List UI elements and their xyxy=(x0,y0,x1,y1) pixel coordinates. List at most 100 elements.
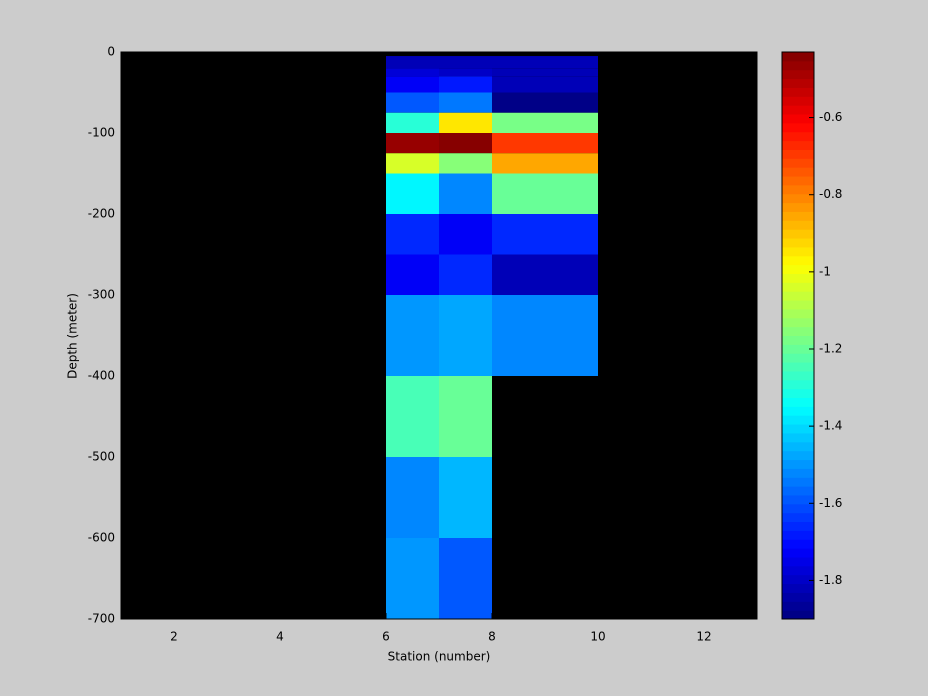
x-tick-label: 4 xyxy=(276,630,284,644)
colorbar-swatch xyxy=(782,87,814,97)
colorbar-swatch xyxy=(782,486,814,496)
colorbar-swatch xyxy=(782,158,814,168)
colorbar-swatch xyxy=(782,291,814,301)
colorbar-swatch xyxy=(782,273,814,283)
y-axis-label: Depth (meter) xyxy=(66,293,80,379)
heatmap-cell xyxy=(439,76,492,93)
heatmap-cell xyxy=(386,376,439,457)
y-tick-label: -700 xyxy=(88,612,115,626)
heatmap-cell xyxy=(439,133,492,154)
colorbar-swatch xyxy=(782,202,814,212)
x-axis-label: Station (number) xyxy=(388,650,491,664)
heatmap-cell xyxy=(492,92,598,113)
heatmap-cell xyxy=(492,214,598,255)
colorbar-swatch xyxy=(782,69,814,80)
colorbar-swatch xyxy=(782,60,814,71)
colorbar-swatch xyxy=(782,229,814,239)
heatmap-cell xyxy=(439,457,492,538)
colorbar-swatch xyxy=(782,317,814,328)
colorbar-swatch xyxy=(782,255,814,266)
colorbar-swatch xyxy=(782,176,814,186)
heatmap-cell xyxy=(386,295,439,376)
heatmap-cell xyxy=(386,56,439,69)
colorbar-swatch xyxy=(782,131,814,142)
heatmap-cell xyxy=(386,173,439,214)
colorbar-swatch xyxy=(782,335,814,345)
colorbar-swatch xyxy=(782,114,814,124)
heatmap-cell xyxy=(439,68,492,77)
heatmap-cell xyxy=(439,295,492,376)
heatmap-cell xyxy=(439,153,492,174)
colorbar-swatch xyxy=(782,548,814,558)
heatmap-cell xyxy=(439,92,492,113)
heatmap-cell xyxy=(492,112,598,133)
colorbar-swatch xyxy=(782,149,814,159)
heatmap-cell xyxy=(386,133,439,154)
colorbar-swatch xyxy=(782,468,814,478)
colorbar-swatch xyxy=(782,503,814,514)
colorbar-swatch xyxy=(782,574,814,585)
colorbar-swatch xyxy=(782,105,814,115)
colorbar-frame xyxy=(781,51,815,620)
y-tick-label: -300 xyxy=(88,288,115,302)
heatmap-cell xyxy=(386,68,439,77)
y-tick-label: -200 xyxy=(88,207,115,221)
colorbar-swatch xyxy=(782,362,814,372)
colorbar-swatch xyxy=(782,326,814,336)
y-tick-label: -100 xyxy=(88,126,115,140)
colorbar-tick-label: -0.8 xyxy=(819,187,842,201)
heatmap-cell xyxy=(386,76,439,93)
colorbar-swatch xyxy=(782,583,814,593)
heatmap-cell xyxy=(386,254,439,295)
colorbar-swatch xyxy=(782,415,814,425)
heatmap-cell xyxy=(439,376,492,457)
colorbar-swatch xyxy=(782,344,814,354)
colorbar-swatch xyxy=(782,610,814,620)
heatmap-cell xyxy=(386,538,439,619)
y-tick-label: -400 xyxy=(88,369,115,383)
colorbar-swatch xyxy=(782,530,814,540)
colorbar-swatch xyxy=(782,52,814,62)
colorbar-swatch xyxy=(782,140,814,150)
colorbar-swatch xyxy=(782,512,814,523)
colorbar-swatch xyxy=(782,432,814,443)
colorbar-swatch xyxy=(782,370,814,381)
heatmap-cell xyxy=(439,56,492,69)
heatmap-cell xyxy=(386,153,439,174)
x-tick-label: 2 xyxy=(170,630,178,644)
heatmap-cell xyxy=(492,173,598,214)
colorbar-tick-label: -1.8 xyxy=(819,573,842,587)
heatmap-cell xyxy=(492,56,598,69)
colorbar-swatch xyxy=(782,459,814,469)
colorbar-tick-label: -1 xyxy=(819,264,831,278)
colorbar-swatch xyxy=(782,494,814,505)
axes-frame xyxy=(120,51,758,620)
heatmap-cell xyxy=(386,457,439,538)
colorbar-tick-label: -1.4 xyxy=(819,419,842,433)
colorbar-swatch xyxy=(782,353,814,363)
y-tick-label: -500 xyxy=(88,450,115,464)
colorbar-swatch xyxy=(782,379,814,390)
x-tick-label: 8 xyxy=(488,630,496,644)
colorbar-swatch xyxy=(782,308,814,319)
heatmap-cell xyxy=(492,133,598,154)
colorbar-swatch xyxy=(782,246,814,257)
heatmap-cell xyxy=(386,214,439,255)
axes: 2 4 6 8 10 12 0 -100 -200 -300 -400 -500 -600 -700 xyxy=(88,45,758,644)
heatmap-cell xyxy=(439,214,492,255)
colorbar-swatch xyxy=(782,96,814,106)
colorbar-swatch xyxy=(782,539,814,549)
colorbar-swatch xyxy=(782,397,814,407)
colorbar-swatch xyxy=(782,220,814,230)
heatmap-cell xyxy=(492,153,598,174)
colorbar-swatch xyxy=(782,592,814,602)
colorbar-swatch xyxy=(782,193,814,204)
y-tick-label: -600 xyxy=(88,531,115,545)
colorbar-swatch xyxy=(782,211,814,221)
colorbar-swatch xyxy=(782,477,814,487)
colorbar-swatch xyxy=(782,601,814,611)
colorbar-swatch xyxy=(782,264,814,274)
heatmap-cell xyxy=(439,254,492,295)
colorbar: -0.6 -0.8 -1 -1.2 -1.4 -1.6 -1.8 xyxy=(781,51,842,620)
